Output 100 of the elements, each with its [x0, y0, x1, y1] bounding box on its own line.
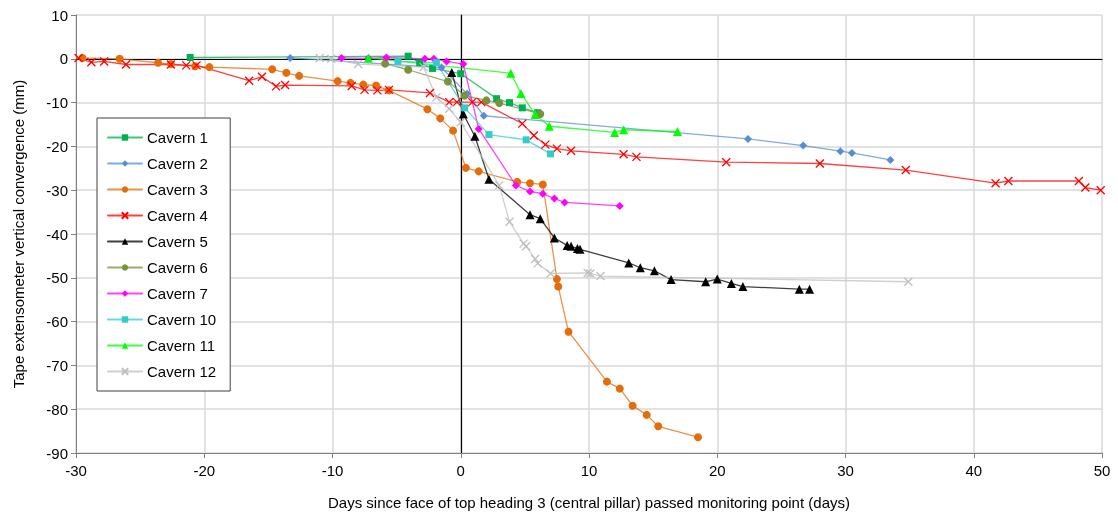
point	[805, 284, 815, 294]
point	[449, 126, 458, 135]
point	[484, 174, 494, 184]
point	[271, 81, 281, 92]
point	[495, 99, 504, 108]
point	[540, 140, 551, 150]
point	[420, 54, 429, 63]
y-tick-label: -20	[46, 137, 68, 155]
legend-label: Cavern 5	[147, 233, 208, 250]
point	[474, 167, 483, 176]
point	[347, 81, 357, 91]
point	[990, 178, 1001, 188]
point	[526, 187, 535, 196]
point	[404, 52, 412, 60]
point	[847, 148, 856, 157]
legend-label: Cavern 10	[147, 311, 217, 328]
legend-label: Cavern 7	[147, 285, 208, 302]
point	[86, 57, 97, 67]
y-tick-label: -70	[46, 356, 68, 374]
point	[436, 114, 445, 123]
point	[654, 422, 663, 431]
point	[467, 97, 477, 107]
point	[712, 274, 722, 284]
point	[154, 58, 163, 67]
point	[547, 150, 555, 158]
point	[359, 85, 370, 95]
x-tick-label: 20	[708, 462, 726, 479]
point	[282, 68, 291, 77]
point	[694, 433, 703, 442]
point	[429, 64, 437, 72]
x-tick-label: 30	[837, 462, 854, 479]
point	[642, 410, 651, 419]
point	[286, 53, 295, 62]
point	[186, 53, 194, 61]
point	[205, 63, 214, 72]
x-axis-title: Days since face of top heading 3 (central pillar) passed monitoring point (days)	[328, 494, 850, 511]
point	[530, 109, 540, 119]
point	[538, 189, 547, 198]
point	[522, 136, 530, 144]
point	[394, 57, 402, 65]
point	[461, 163, 470, 172]
point	[721, 157, 731, 167]
x-tick-label: 10	[580, 462, 598, 479]
point	[181, 60, 191, 71]
point	[631, 152, 642, 162]
point	[525, 210, 535, 220]
y-tick-label: -60	[46, 313, 68, 331]
y-tick-label: -50	[46, 269, 68, 287]
x-tick-label: -30	[65, 462, 87, 479]
point	[442, 57, 451, 66]
point	[382, 53, 391, 62]
point	[886, 155, 895, 164]
point	[457, 70, 465, 78]
legend-label: Cavern 6	[147, 259, 208, 276]
point	[494, 180, 504, 191]
point	[315, 53, 325, 63]
point	[474, 124, 483, 133]
point	[628, 401, 637, 410]
point	[726, 278, 736, 288]
point	[901, 165, 911, 175]
point	[470, 131, 480, 141]
y-tick-label: 0	[59, 50, 68, 68]
point	[1096, 185, 1106, 195]
point	[615, 201, 624, 210]
point	[552, 143, 562, 154]
point	[431, 92, 442, 102]
point	[404, 65, 413, 74]
point	[550, 194, 559, 203]
legend-label: Cavern 12	[147, 363, 217, 380]
y-tick-label: -90	[46, 444, 68, 462]
point	[738, 282, 748, 292]
point	[121, 59, 131, 70]
point	[444, 97, 454, 107]
point	[836, 147, 845, 156]
point	[432, 59, 440, 67]
point	[564, 327, 573, 336]
point	[538, 180, 547, 189]
point	[504, 217, 515, 227]
point	[794, 284, 804, 294]
point	[447, 67, 457, 77]
point	[1003, 176, 1014, 186]
point	[461, 104, 469, 112]
x-tick-label: 40	[965, 462, 983, 479]
point	[649, 266, 659, 276]
point	[1074, 176, 1084, 186]
point	[672, 127, 682, 137]
point	[452, 97, 462, 107]
point	[533, 258, 543, 268]
point	[544, 121, 554, 131]
point	[459, 60, 468, 69]
legend-label: Cavern 4	[147, 207, 208, 224]
point	[517, 118, 527, 129]
point	[526, 179, 535, 188]
point	[353, 59, 363, 69]
point	[799, 141, 808, 150]
point	[618, 149, 629, 159]
point	[280, 80, 290, 90]
x-tick-label: 0	[456, 462, 465, 479]
point	[744, 134, 753, 143]
legend-label: Cavern 1	[147, 129, 208, 146]
